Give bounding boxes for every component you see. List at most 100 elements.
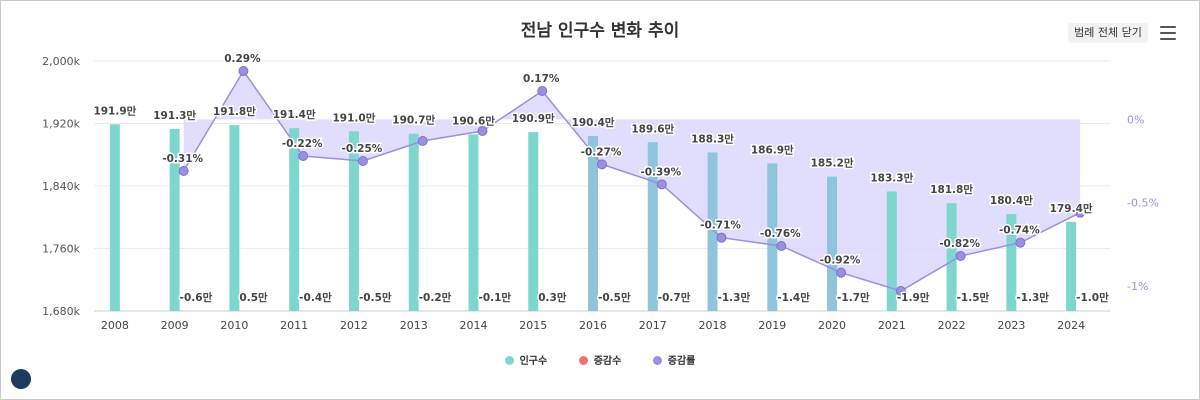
rate-label: -0.27% [581,146,622,158]
rate-label: -0.82% [939,238,980,250]
population-bar-2024 [1066,221,1077,311]
rate-point-2011 [298,151,309,161]
rate-label: -0.92% [820,255,861,267]
rate-point-2024 [1075,207,1086,218]
rate-label: 0.17% [523,73,560,85]
rate-label: -0.39% [640,166,681,178]
change-label: -0.5만 [359,291,392,304]
x-tick-label: 2018 [699,319,727,332]
population-bar-2016 [588,136,598,311]
population-label: 190.6만 [452,114,495,127]
population-label: 189.6만 [631,122,674,135]
legend-close-all-button[interactable]: 범례 전체 닫기 [1068,23,1148,43]
population-label: 191.3만 [153,109,196,122]
x-tick-label: 2015 [519,319,547,332]
rate-line [183,69,1081,292]
rate-point-2020 [836,267,847,278]
population-bar-2020 [827,176,838,311]
rate-point-2017 [656,179,667,190]
population-label: 191.8만 [213,105,256,118]
legend-item-change[interactable]: 증감수 [578,352,621,367]
x-tick-label: 2023 [997,319,1025,332]
population-label: 191.9만 [93,104,136,117]
change-label: 0.5만 [239,291,268,304]
x-tick-label: 2013 [400,319,428,332]
legend-label-rate: 증감률 [667,356,696,367]
population-label: 179.4만 [1050,202,1093,215]
x-tick-label: 2022 [938,319,966,332]
change-label: -0.7만 [658,291,691,304]
x-tick-label: 2017 [639,319,667,332]
x-tick-label: 2021 [878,319,906,332]
chart-title: 전남 인구수 변화 추이 [520,21,680,41]
population-label: 185.2만 [811,157,854,170]
population-bar-2019 [767,163,778,311]
rate-point-2013 [417,136,428,146]
legend-item-population[interactable]: 인구수 [504,352,548,367]
x-tick-label: 2008 [101,319,129,332]
rate-label: -0.71% [700,220,741,232]
population-label: 190.7만 [392,114,435,127]
rate-label: -0.74% [999,225,1040,237]
x-tick-label: 2020 [818,319,846,332]
legend-item-rate[interactable]: 증감률 [652,352,696,367]
population-bar-2009 [169,128,180,311]
hamburger-menu-icon[interactable] [1160,26,1176,40]
population-bar-2013 [408,133,419,311]
change-label: -0.1만 [478,291,511,304]
population-bar-2011 [289,128,300,311]
rate-label: -0.31% [162,153,203,165]
change-label: -1.4만 [777,291,810,304]
rate-point-2022 [955,251,966,261]
x-tick-label: 2019 [758,319,786,332]
home-logo-icon[interactable] [11,369,31,389]
rate-point-2014 [477,126,488,136]
rate-point-2018 [716,232,727,243]
population-bar-2018 [707,152,718,311]
y-right-tick-label: -1% [1127,280,1148,293]
y-left-tick-label: 2,000k [42,55,80,68]
population-bar-2023 [1006,214,1017,311]
y-left-tick-label: 1,760k [42,243,80,256]
rate-label: -0.22% [282,138,323,150]
population-bar-2010 [229,125,240,311]
population-bar-2021 [886,191,897,311]
rate-point-2015 [537,86,548,96]
rate-point-2023 [1015,237,1026,248]
change-label: -0.2만 [419,291,452,304]
population-bar-2014 [468,134,479,311]
rate-label: 0.29% [224,53,261,65]
y-left-tick-label: 1,680k [42,305,80,318]
population-label: 186.9만 [751,143,794,156]
rate-point-2016 [597,159,607,170]
population-bar-2015 [528,132,539,311]
change-label: -0.5만 [598,291,631,304]
change-label: -1.5만 [957,291,990,304]
y-left-tick-label: 1,920k [42,118,80,131]
rate-point-2021 [895,286,906,296]
change-label: -1.9만 [897,291,930,304]
change-label: -0.6만 [180,291,213,304]
legend-dot-rate [652,356,662,365]
legend-label-population: 인구수 [519,356,548,367]
chart-legend: 인구수 증감수 증감률 [0,352,1200,367]
rate-point-2010 [238,66,249,76]
x-tick-label: 2012 [340,319,368,332]
x-tick-label: 2009 [161,319,189,332]
population-label: 191.0만 [333,111,376,124]
x-tick-label: 2014 [459,319,487,332]
change-label: -0.4만 [299,291,332,304]
x-tick-label: 2024 [1057,319,1085,332]
legend-dot-change [578,356,588,365]
rate-area-fill [183,71,1081,291]
population-label: 188.3만 [691,132,734,145]
y-left-tick-label: 1,840k [42,180,80,193]
population-bar-2012 [348,131,359,311]
population-label: 191.4만 [273,108,316,121]
change-label: -1.7만 [837,291,870,304]
population-bar-2008 [109,124,120,311]
population-label: 183.3만 [870,171,913,184]
rate-point-2019 [776,241,787,251]
rate-label: -0.25% [342,143,383,155]
change-label: 0.3만 [538,291,567,304]
